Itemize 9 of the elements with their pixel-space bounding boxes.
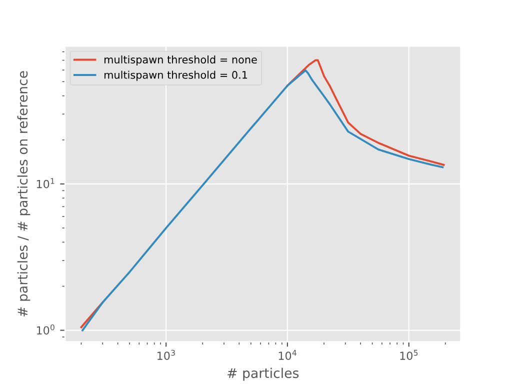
y-tick-label: 10$^{1}$	[36, 178, 54, 188]
y-tick-label: 10$^{0}$	[36, 324, 54, 335]
x-tick-label: 10$^{5}$	[400, 350, 418, 360]
x-tick-label: 10$^{3}$	[158, 350, 175, 360]
x-axis-title: # particles	[228, 368, 299, 381]
x-tick-label: 10$^{4}$	[278, 350, 296, 360]
legend-label: multispawn threshold = 0.1	[104, 70, 248, 81]
legend-label: multispawn threshold = none	[104, 55, 257, 66]
y-axis-title: # particles / # particles on reference	[17, 71, 30, 316]
